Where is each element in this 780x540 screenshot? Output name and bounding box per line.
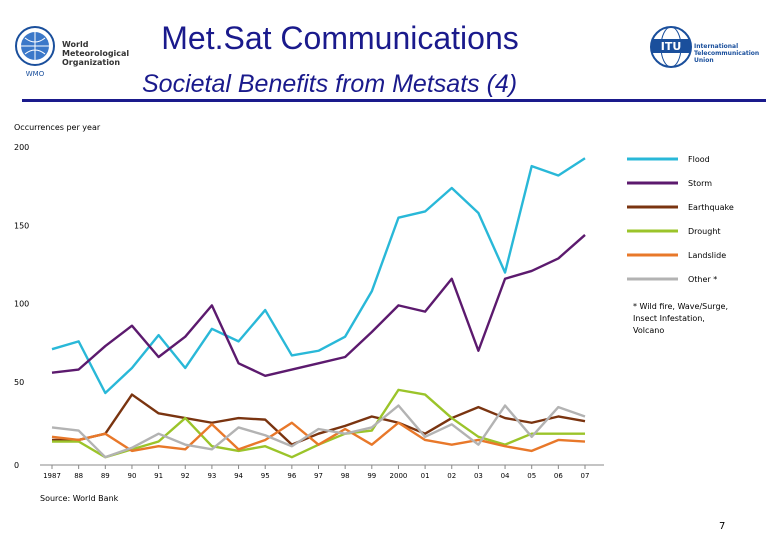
x-tick-label: 89: [101, 472, 110, 480]
x-tick-label: 2000: [390, 472, 408, 480]
other-series-line: [51, 404, 586, 459]
x-tick-label: 92: [181, 472, 190, 480]
title-divider: [22, 99, 766, 102]
x-tick-label: 96: [287, 472, 296, 480]
source-note: Source: World Bank: [40, 494, 119, 503]
flood-series-line: [51, 157, 586, 395]
page-title: Met.Sat Communications: [161, 20, 519, 56]
y-tick-label: 100: [14, 300, 29, 309]
other-legend-label: Other *: [688, 275, 717, 284]
y-tick-label: 200: [14, 143, 29, 152]
landslide-legend-label: Landslide: [688, 251, 726, 260]
wmo-name: World Meteorological Organization: [62, 40, 129, 67]
earthquake-legend-label: Earthquake: [688, 203, 734, 212]
storm-legend-label: Storm: [688, 179, 712, 188]
itu-name-line: Union: [694, 57, 714, 64]
drought-legend-label: Drought: [688, 227, 721, 236]
wmo-name-line: Organization: [62, 58, 121, 67]
earthquake-series-line: [52, 393, 586, 446]
x-tick-label: 91: [154, 472, 163, 480]
x-tick-label: 04: [501, 472, 510, 480]
wmo-abbrev: WMO: [26, 70, 45, 78]
itu-name-line: Telecommunication: [694, 50, 760, 57]
landslide-series-line: [51, 421, 586, 453]
x-tick-label: 03: [474, 472, 483, 480]
x-tick-label: 94: [234, 472, 243, 480]
wmo-name-line: World: [62, 40, 89, 49]
itu-abbrev: ITU: [661, 40, 682, 53]
x-tick-label: 97: [314, 472, 323, 480]
x-tick-label: 90: [127, 472, 136, 480]
y-tick-label: 0: [14, 461, 19, 470]
x-tick-label: 1987: [43, 472, 61, 480]
x-tick-label: 88: [74, 472, 83, 480]
x-tick-label: 99: [367, 472, 376, 480]
y-tick-label: 50: [14, 378, 24, 387]
x-axis-ticks: 1987 88 89 90 91 92 93 94 95 96 97 98 99 2000 01 02 03 04…: [43, 465, 589, 480]
x-tick-label: 07: [581, 472, 590, 480]
itu-logo-icon: ITU: [650, 26, 692, 68]
y-axis-ticks: 0 50 100 150 200: [14, 143, 29, 470]
x-tick-label: 05: [527, 472, 536, 480]
page-subtitle: Societal Benefits from Metsats (4): [142, 70, 518, 98]
x-tick-label: 02: [447, 472, 456, 480]
itu-name-line: International: [694, 43, 739, 50]
wmo-name-line: Meteorological: [62, 49, 130, 58]
x-tick-label: 98: [341, 472, 350, 480]
x-tick-label: 01: [421, 472, 430, 480]
x-tick-label: 93: [207, 472, 216, 480]
chart-legend: Flood Storm Earthquake Drought Landslide Othe…: [627, 155, 734, 284]
wmo-logo-icon: WMO: [15, 26, 55, 78]
x-tick-label: 95: [261, 472, 270, 480]
storm-series-line: [51, 234, 586, 377]
itu-name: International Telecommunication Union: [694, 43, 759, 64]
y-tick-label: 150: [14, 221, 29, 230]
x-tick-label: 06: [554, 472, 563, 480]
flood-legend-label: Flood: [688, 155, 710, 164]
series-lines: [51, 157, 586, 459]
y-axis-label: Occurrences per year: [14, 123, 101, 132]
footnote: * Wild fire, Wave/Surge, Insect Infestati…: [633, 302, 728, 335]
page-number: 7: [719, 521, 726, 532]
